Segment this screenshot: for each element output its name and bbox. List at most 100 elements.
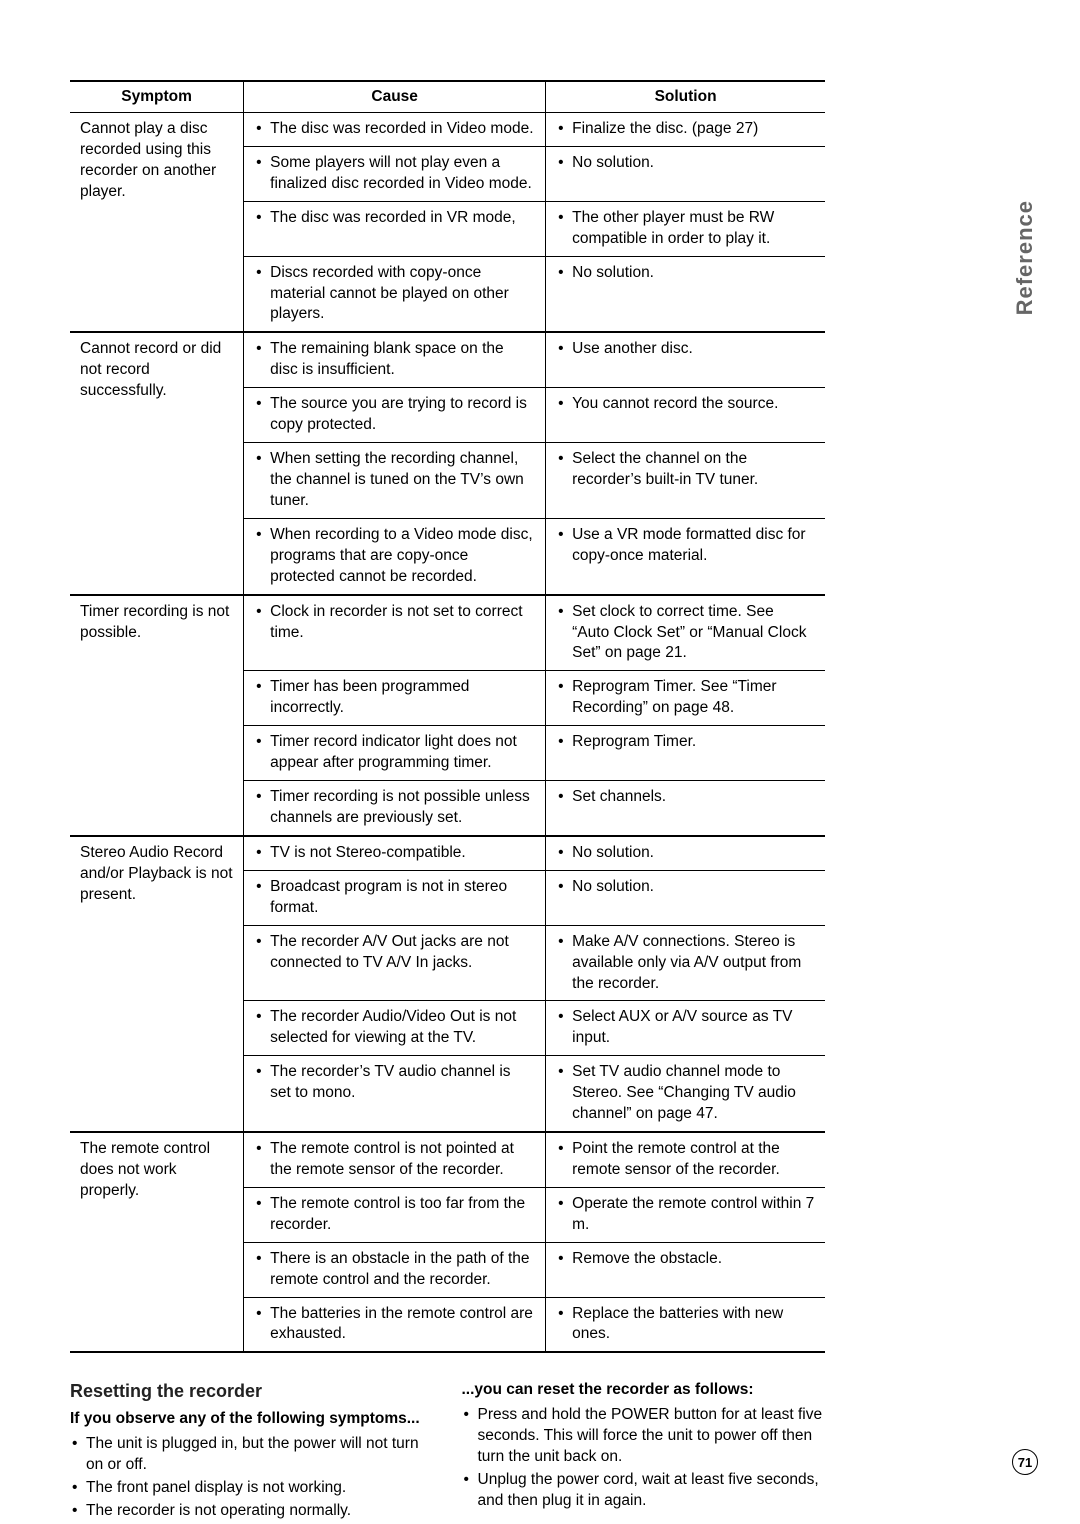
- cause-cell: The remote control is too far from the r…: [244, 1187, 546, 1242]
- solution-cell: No solution.: [546, 256, 825, 332]
- table-row: Stereo Audio Record and/or Playback is n…: [70, 836, 825, 870]
- header-symptom: Symptom: [70, 81, 244, 113]
- cause-text: There is an obstacle in the path of the …: [254, 1249, 535, 1291]
- solution-text: Set TV audio channel mode to Stereo. See…: [556, 1062, 815, 1125]
- solution-text: No solution.: [556, 877, 815, 898]
- cause-cell: Clock in recorder is not set to correct …: [244, 595, 546, 671]
- solution-text: No solution.: [556, 153, 815, 174]
- solution-text: Finalize the disc. (page 27): [556, 119, 815, 140]
- solution-cell: No solution.: [546, 836, 825, 870]
- cause-text: When recording to a Video mode disc, pro…: [254, 525, 535, 588]
- table-row: Cannot record or did not record successf…: [70, 332, 825, 387]
- reset-left-item: The unit is plugged in, but the power wi…: [70, 1434, 434, 1476]
- table-row: Cannot play a disc recorded using this r…: [70, 113, 825, 147]
- symptom-cell: Stereo Audio Record and/or Playback is n…: [70, 836, 244, 1132]
- solution-text: Select the channel on the recorder’s bui…: [556, 449, 815, 491]
- cause-cell: Broadcast program is not in stereo forma…: [244, 870, 546, 925]
- solution-text: The other player must be RW compatible i…: [556, 208, 815, 250]
- table-header-row: Symptom Cause Solution: [70, 81, 825, 113]
- cause-text: The disc was recorded in VR mode,: [254, 208, 535, 229]
- solution-cell: Select the channel on the recorder’s bui…: [546, 443, 825, 519]
- reset-right-item: Press and hold the POWER button for at l…: [462, 1405, 826, 1468]
- cause-text: The recorder A/V Out jacks are not conne…: [254, 932, 535, 974]
- cause-cell: When setting the recording channel, the …: [244, 443, 546, 519]
- solution-text: Operate the remote control within 7 m.: [556, 1194, 815, 1236]
- solution-text: Remove the obstacle.: [556, 1249, 815, 1270]
- table-row: Timer recording is not possible.Clock in…: [70, 595, 825, 671]
- cause-cell: There is an obstacle in the path of the …: [244, 1242, 546, 1297]
- cause-cell: Timer recording is not possible unless c…: [244, 781, 546, 836]
- solution-cell: Reprogram Timer. See “Timer Recording” o…: [546, 671, 825, 726]
- cause-cell: The batteries in the remote control are …: [244, 1297, 546, 1352]
- solution-text: Select AUX or A/V source as TV input.: [556, 1007, 815, 1049]
- table-row: The remote control does not work properl…: [70, 1132, 825, 1187]
- cause-text: The recorder’s TV audio channel is set t…: [254, 1062, 535, 1104]
- cause-text: Timer record indicator light does not ap…: [254, 732, 535, 774]
- header-cause: Cause: [244, 81, 546, 113]
- cause-text: The recorder Audio/Video Out is not sele…: [254, 1007, 535, 1049]
- cause-text: The remaining blank space on the disc is…: [254, 339, 535, 381]
- troubleshooting-table: Symptom Cause Solution Cannot play a dis…: [70, 80, 825, 1353]
- section-tab: Reference: [1012, 200, 1038, 315]
- solution-cell: Set channels.: [546, 781, 825, 836]
- reset-right-column: ...you can reset the recorder as follows…: [462, 1381, 826, 1524]
- solution-cell: Select AUX or A/V source as TV input.: [546, 1001, 825, 1056]
- cause-cell: The source you are trying to record is c…: [244, 388, 546, 443]
- solution-cell: Set clock to correct time. See “Auto Clo…: [546, 595, 825, 671]
- symptom-cell: Cannot play a disc recorded using this r…: [70, 113, 244, 333]
- cause-cell: Discs recorded with copy-once material c…: [244, 256, 546, 332]
- header-solution: Solution: [546, 81, 825, 113]
- solution-text: No solution.: [556, 843, 815, 864]
- cause-cell: The disc was recorded in Video mode.: [244, 113, 546, 147]
- reset-left-column: Resetting the recorder If you observe an…: [70, 1381, 434, 1524]
- solution-text: Replace the batteries with new ones.: [556, 1304, 815, 1346]
- solution-text: No solution.: [556, 263, 815, 284]
- solution-text: Set clock to correct time. See “Auto Clo…: [556, 602, 815, 665]
- cause-text: The remote control is not pointed at the…: [254, 1139, 535, 1181]
- cause-cell: TV is not Stereo-compatible.: [244, 836, 546, 870]
- solution-cell: The other player must be RW compatible i…: [546, 201, 825, 256]
- reset-left-list: The unit is plugged in, but the power wi…: [70, 1434, 434, 1522]
- solution-text: Set channels.: [556, 787, 815, 808]
- page-number: 71: [1012, 1449, 1038, 1475]
- reset-section: Resetting the recorder If you observe an…: [70, 1381, 825, 1524]
- solution-text: You cannot record the source.: [556, 394, 815, 415]
- cause-cell: The disc was recorded in VR mode,: [244, 201, 546, 256]
- solution-text: Reprogram Timer.: [556, 732, 815, 753]
- solution-cell: Operate the remote control within 7 m.: [546, 1187, 825, 1242]
- cause-text: The disc was recorded in Video mode.: [254, 119, 535, 140]
- solution-cell: Make A/V connections. Stereo is availabl…: [546, 925, 825, 1001]
- cause-text: Broadcast program is not in stereo forma…: [254, 877, 535, 919]
- solution-cell: Set TV audio channel mode to Stereo. See…: [546, 1056, 825, 1132]
- cause-text: Timer has been programmed incorrectly.: [254, 677, 535, 719]
- cause-text: The batteries in the remote control are …: [254, 1304, 535, 1346]
- reset-right-item: Unplug the power cord, wait at least fiv…: [462, 1470, 826, 1512]
- solution-cell: No solution.: [546, 146, 825, 201]
- solution-cell: Replace the batteries with new ones.: [546, 1297, 825, 1352]
- cause-cell: Some players will not play even a finali…: [244, 146, 546, 201]
- reset-left-item: The recorder is not operating normally.: [70, 1501, 434, 1522]
- cause-text: Discs recorded with copy-once material c…: [254, 263, 535, 326]
- solution-cell: Use another disc.: [546, 332, 825, 387]
- solution-text: Point the remote control at the remote s…: [556, 1139, 815, 1181]
- cause-text: TV is not Stereo-compatible.: [254, 843, 535, 864]
- solution-text: Reprogram Timer. See “Timer Recording” o…: [556, 677, 815, 719]
- cause-cell: When recording to a Video mode disc, pro…: [244, 518, 546, 594]
- cause-text: When setting the recording channel, the …: [254, 449, 535, 512]
- symptom-cell: Cannot record or did not record successf…: [70, 332, 244, 594]
- solution-text: Make A/V connections. Stereo is availabl…: [556, 932, 815, 995]
- cause-text: Timer recording is not possible unless c…: [254, 787, 535, 829]
- cause-cell: The recorder Audio/Video Out is not sele…: [244, 1001, 546, 1056]
- reset-right-list: Press and hold the POWER button for at l…: [462, 1405, 826, 1512]
- solution-cell: Finalize the disc. (page 27): [546, 113, 825, 147]
- reset-right-subheading: ...you can reset the recorder as follows…: [462, 1381, 826, 1399]
- cause-text: The source you are trying to record is c…: [254, 394, 535, 436]
- cause-cell: Timer record indicator light does not ap…: [244, 726, 546, 781]
- cause-text: Clock in recorder is not set to correct …: [254, 602, 535, 644]
- cause-cell: The remote control is not pointed at the…: [244, 1132, 546, 1187]
- cause-cell: The recorder’s TV audio channel is set t…: [244, 1056, 546, 1132]
- reset-left-item: The front panel display is not working.: [70, 1478, 434, 1499]
- solution-cell: Use a VR mode formatted disc for copy-on…: [546, 518, 825, 594]
- solution-text: Use another disc.: [556, 339, 815, 360]
- solution-cell: Reprogram Timer.: [546, 726, 825, 781]
